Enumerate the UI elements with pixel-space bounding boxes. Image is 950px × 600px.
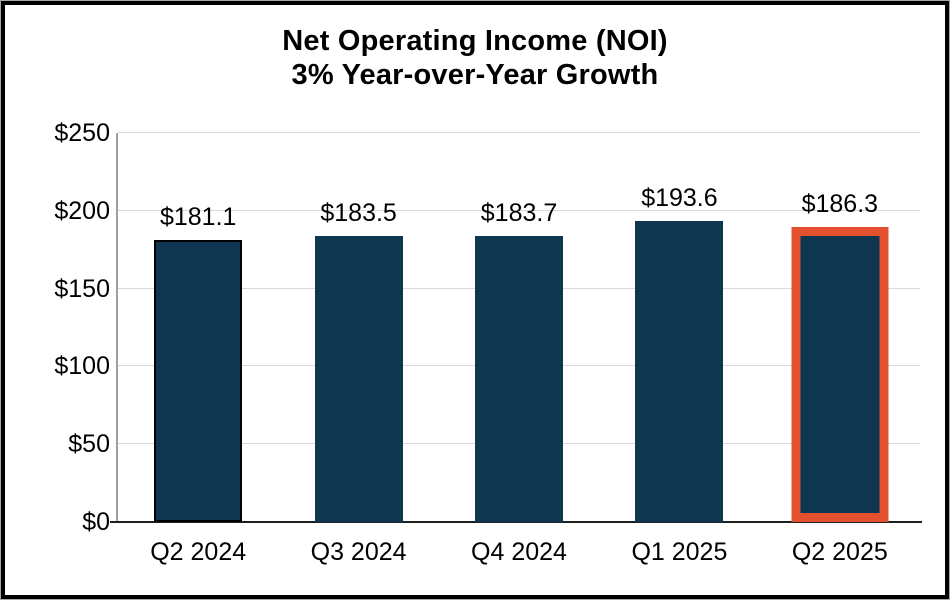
bar [635,221,724,522]
bar-value-label: $186.3 [801,190,879,218]
bar [314,236,403,522]
bar-slot: $186.3 [760,133,920,522]
x-axis-label: Q2 2024 [150,538,247,566]
bar [154,240,243,522]
title-block: Net Operating Income (NOI) 3% Year-over-… [0,24,950,92]
y-axis-tick-label: $200 [54,196,110,225]
y-axis-tick-label: $0 [82,508,110,536]
bar-value-label: $183.7 [480,199,558,227]
bar-value-label: $183.5 [320,199,397,227]
y-axis-tick-label: $50 [68,430,110,459]
bar-slot: $181.1 [118,133,278,522]
x-axis-label: Q2 2025 [791,538,888,566]
bar-slot: $183.7 [439,133,599,522]
chart-title: Net Operating Income (NOI) [282,25,668,57]
y-axis-tick-label: $250 [54,119,110,147]
y-axis-tick-label: $100 [54,352,110,381]
bar-slot: $193.6 [599,133,759,522]
x-axis-label: Q1 2025 [631,538,728,566]
y-axis-labels: $0 $50 $100 $150 $200 $250 [16,0,110,600]
bar-highlighted [791,227,889,522]
gridline [118,209,920,211]
chart-subtitle: 3% Year-over-Year Growth [291,59,659,91]
x-axis-label: Q4 2024 [471,538,567,566]
bar-value-label: $193.6 [641,184,718,212]
plot-slots: $181.1 $183.5 $183.7 $193.6 $186.3 [118,133,920,522]
gridline [118,132,920,133]
bar-value-label: $181.1 [159,203,237,231]
bar [475,236,564,522]
y-axis-line [116,133,118,522]
x-axis-labels: Q2 2024 Q3 2024 Q4 2024 Q1 2025 Q2 2025 [118,537,920,567]
x-axis-line [110,521,922,523]
y-axis-tick-label: $150 [54,274,110,303]
x-axis-label: Q3 2024 [310,538,407,566]
bar-slot: $183.5 [278,133,438,522]
